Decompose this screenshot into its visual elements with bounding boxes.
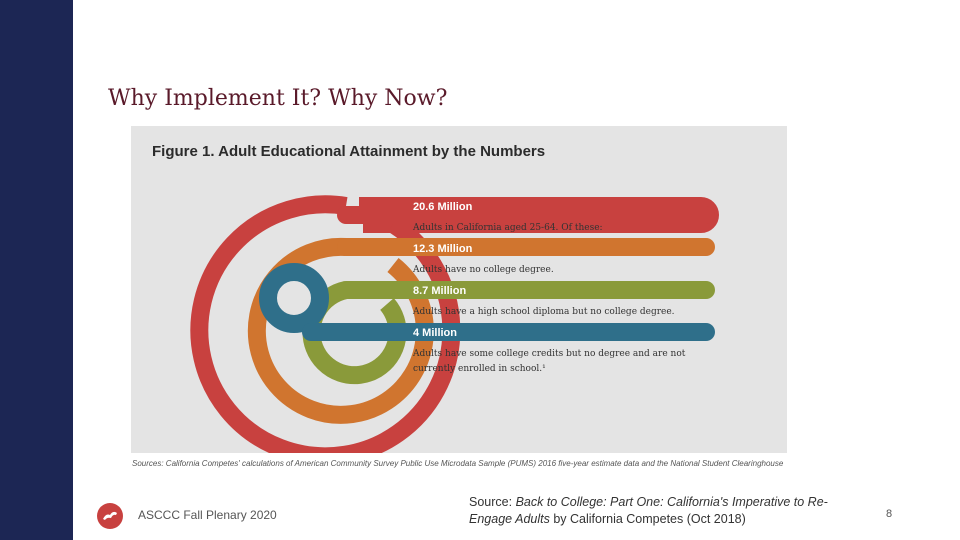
ring-desc-4a: Adults have some college credits but no … (412, 349, 686, 359)
ring-desc-1: Adults in California aged 25-64. Of thes… (412, 223, 603, 233)
page-number: 8 (886, 508, 893, 520)
footer-source-prefix: Source: (469, 495, 516, 509)
ring-value-2: 12.3 Million (413, 243, 473, 255)
ring-desc-4b: currently enrolled in school.¹ (413, 364, 546, 374)
figure-sources: Sources: California Competes' calculatio… (132, 459, 784, 468)
footer-event: ASCCC Fall Plenary 2020 (138, 508, 277, 522)
ascccc-logo-icon (97, 503, 123, 529)
slide-title: Why Implement It? Why Now? (108, 86, 448, 111)
ring-diagram: 20.6 Million Adults in California aged 2… (190, 195, 719, 453)
figure-title: Figure 1. Adult Educational Attainment b… (152, 143, 546, 160)
ring-desc-3: Adults have a high school diploma but no… (412, 307, 675, 317)
footer-source-title: Back to College: Part One: California's … (469, 495, 828, 526)
ring-blue (259, 263, 329, 333)
ring-value-1: 20.6 Million (413, 201, 473, 213)
figure-panel: 20.6 Million Adults in California aged 2… (131, 126, 787, 453)
ring-value-4: 4 Million (413, 327, 457, 339)
footer-source-suffix: by California Competes (Oct 2018) (549, 512, 746, 526)
ring-value-3: 8.7 Million (413, 285, 466, 297)
footer-source: Source: Back to College: Part One: Calif… (469, 494, 869, 528)
ring-desc-2: Adults have no college degree. (412, 265, 554, 275)
sidebar-bar (0, 0, 73, 540)
ring-red-arc (190, 195, 461, 453)
